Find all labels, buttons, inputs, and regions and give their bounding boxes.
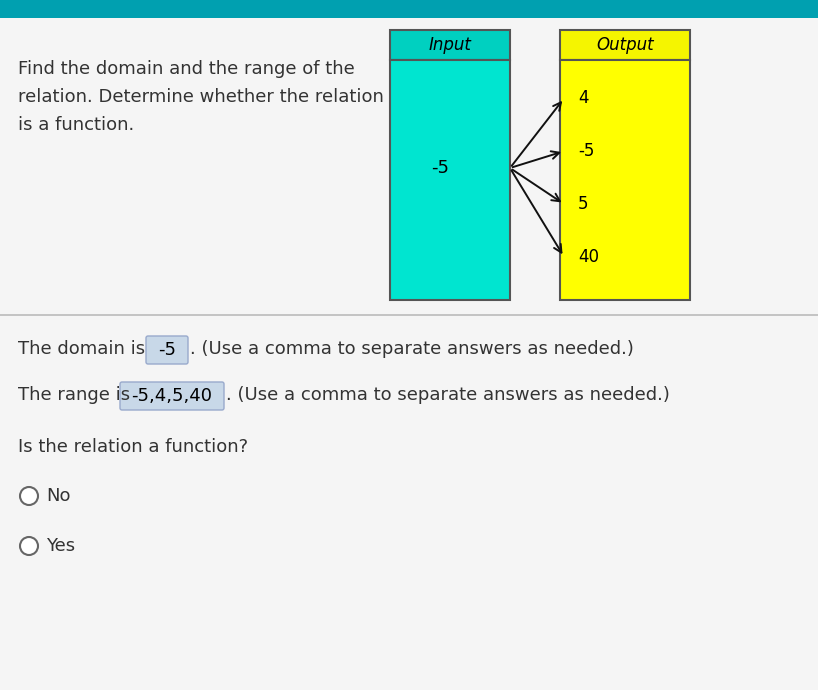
FancyBboxPatch shape bbox=[390, 60, 510, 300]
Text: 5: 5 bbox=[578, 195, 588, 213]
FancyBboxPatch shape bbox=[146, 336, 188, 364]
Circle shape bbox=[20, 537, 38, 555]
Text: The range is: The range is bbox=[18, 386, 136, 404]
FancyBboxPatch shape bbox=[390, 30, 510, 60]
FancyBboxPatch shape bbox=[120, 382, 224, 410]
Text: -5: -5 bbox=[158, 341, 176, 359]
Text: -5,4,5,40: -5,4,5,40 bbox=[132, 387, 213, 405]
Text: No: No bbox=[46, 487, 70, 505]
Text: relation. Determine whether the relation: relation. Determine whether the relation bbox=[18, 88, 384, 106]
Text: -5: -5 bbox=[431, 159, 449, 177]
FancyBboxPatch shape bbox=[0, 0, 818, 18]
Text: Yes: Yes bbox=[46, 537, 75, 555]
Text: 4: 4 bbox=[578, 90, 588, 108]
Text: -5: -5 bbox=[578, 142, 595, 160]
Text: 40: 40 bbox=[578, 248, 599, 266]
Circle shape bbox=[20, 487, 38, 505]
FancyBboxPatch shape bbox=[560, 30, 690, 60]
FancyBboxPatch shape bbox=[0, 18, 818, 690]
Text: . (Use a comma to separate answers as needed.): . (Use a comma to separate answers as ne… bbox=[190, 340, 634, 358]
Text: . (Use a comma to separate answers as needed.): . (Use a comma to separate answers as ne… bbox=[226, 386, 670, 404]
Text: Find the domain and the range of the: Find the domain and the range of the bbox=[18, 60, 355, 78]
FancyBboxPatch shape bbox=[560, 60, 690, 300]
Text: is a function.: is a function. bbox=[18, 116, 134, 134]
Text: Input: Input bbox=[429, 36, 471, 54]
Text: Is the relation a function?: Is the relation a function? bbox=[18, 438, 248, 456]
Text: The domain is: The domain is bbox=[18, 340, 151, 358]
Text: Output: Output bbox=[596, 36, 654, 54]
